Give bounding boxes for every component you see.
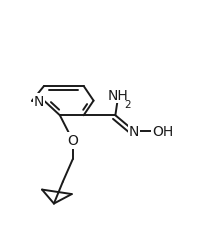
Text: NH: NH bbox=[107, 89, 128, 103]
Text: O: O bbox=[67, 134, 78, 148]
Text: N: N bbox=[128, 124, 139, 138]
Text: N: N bbox=[34, 94, 44, 108]
Text: OH: OH bbox=[151, 124, 172, 138]
Text: 2: 2 bbox=[124, 100, 131, 110]
